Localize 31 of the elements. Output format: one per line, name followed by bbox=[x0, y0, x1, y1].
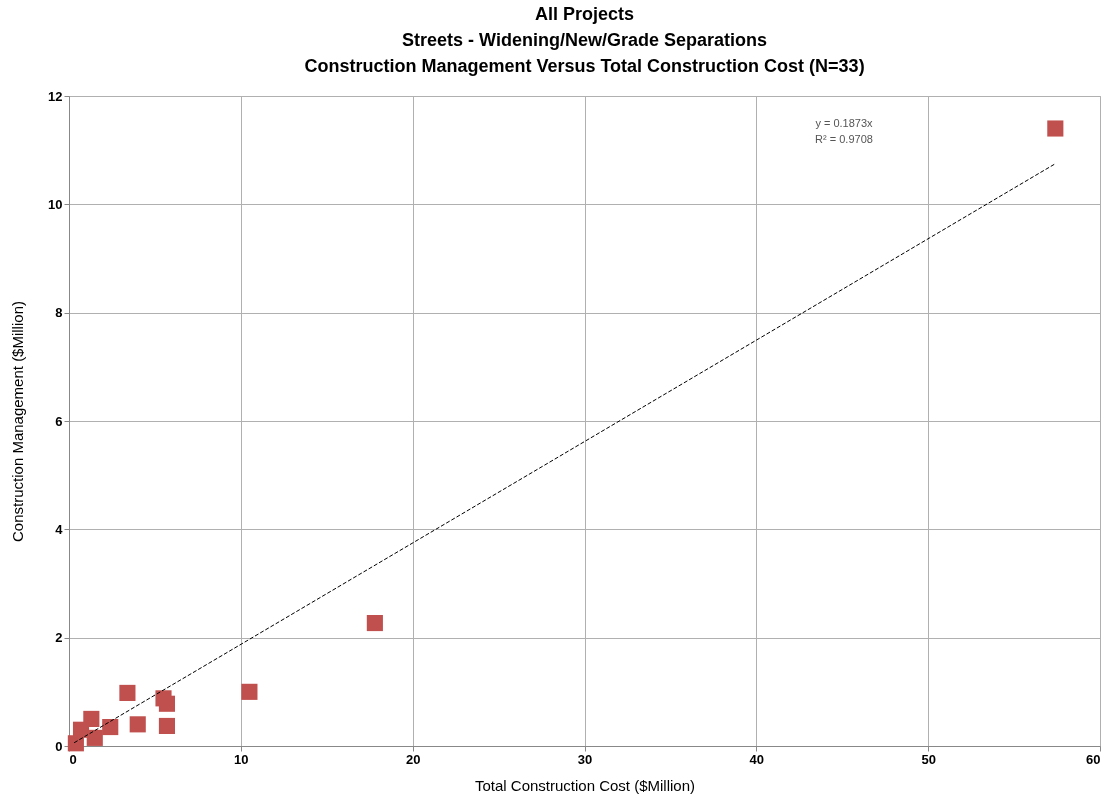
x-tick-label: 0 bbox=[69, 751, 77, 767]
point bbox=[366, 614, 383, 632]
point bbox=[67, 735, 84, 752]
point bbox=[129, 716, 146, 733]
x-axis-title: Total Construction Cost ($Million) bbox=[474, 776, 696, 794]
annotation: R² = 0.9708 bbox=[815, 133, 873, 145]
x-tick-label: 50 bbox=[921, 751, 936, 767]
y-tick-label: 6 bbox=[55, 413, 63, 429]
annotation: y = 0.1873x bbox=[815, 117, 874, 129]
y-tick-label: 4 bbox=[55, 521, 64, 537]
text: Construction Management Versus Total Construction Cost (N=33) bbox=[304, 56, 865, 76]
point bbox=[86, 729, 103, 746]
text: Streets - Widening/New/Grade Separations bbox=[402, 30, 767, 50]
text: All Projects bbox=[534, 4, 635, 24]
x-tick-label: 20 bbox=[405, 751, 421, 767]
point bbox=[158, 717, 176, 735]
point bbox=[119, 684, 136, 701]
x-tick-label: 10 bbox=[234, 751, 249, 767]
x-tick-label: 60 bbox=[1086, 751, 1101, 767]
x-tick-label: 40 bbox=[749, 751, 765, 767]
point bbox=[102, 718, 119, 736]
y-tick-label: 2 bbox=[55, 630, 63, 646]
point bbox=[241, 683, 258, 700]
point bbox=[158, 695, 176, 712]
point bbox=[1047, 120, 1064, 137]
y-tick-label: 0 bbox=[55, 738, 63, 754]
y-axis-title: Construction Management ($Million) bbox=[9, 301, 27, 542]
y-tick-label: 8 bbox=[55, 305, 63, 321]
y-tick-label: 12 bbox=[48, 88, 63, 104]
y-tick-label: 10 bbox=[48, 196, 63, 212]
x-tick-label: 30 bbox=[577, 751, 593, 767]
